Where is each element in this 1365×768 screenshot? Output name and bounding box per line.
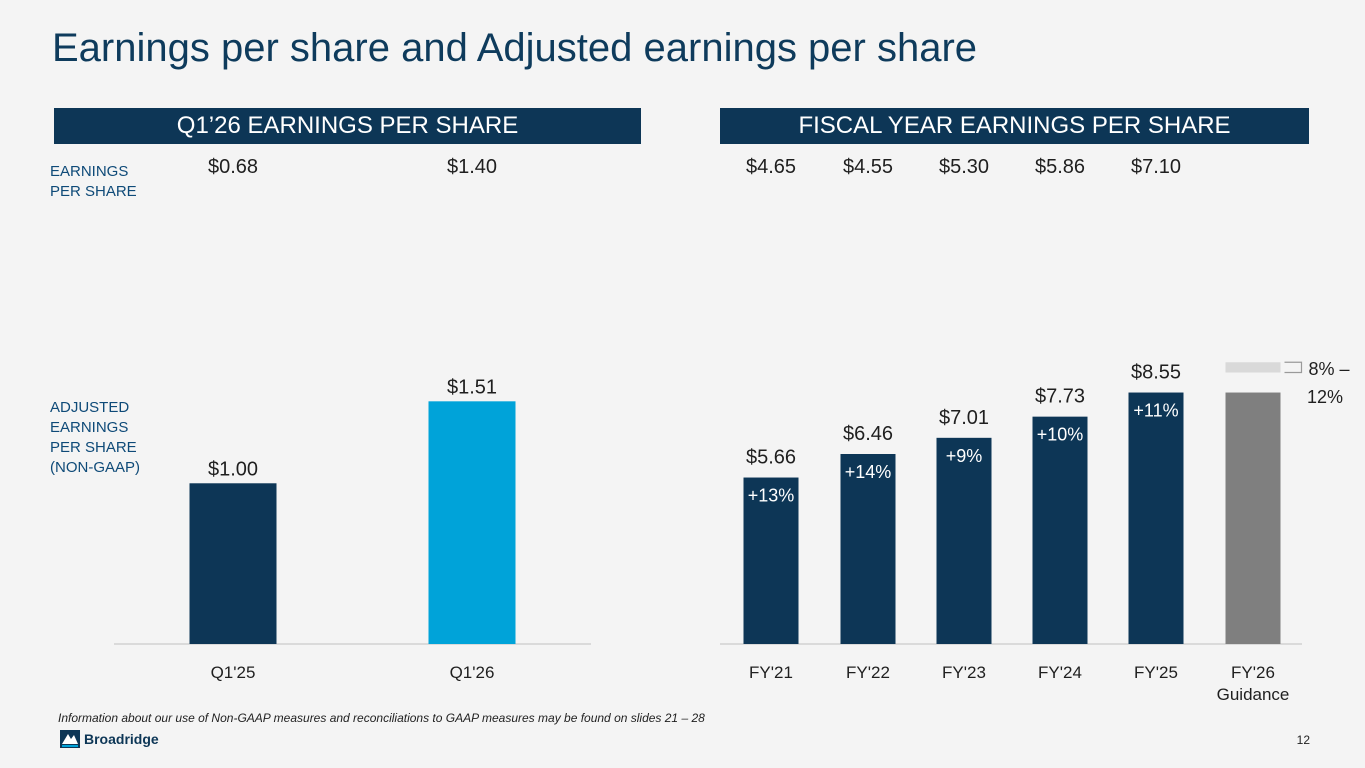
broadridge-logo-mark-icon (60, 730, 80, 748)
quarter-eps-value: $1.40 (446, 156, 498, 178)
fiscal-eps-value: $5.30 (938, 156, 990, 178)
fiscal-growth-label: +10% (1037, 425, 1084, 445)
fiscal-bar (743, 477, 799, 644)
fiscal-eps-value: $4.65 (745, 156, 797, 178)
quarter-x-tick-label: Q1'25 (211, 663, 256, 682)
fiscal-bar (936, 437, 992, 644)
fiscal-bar (1032, 416, 1088, 644)
fiscal-growth-label: +11% (1133, 401, 1178, 421)
fiscal-x-tick-label: FY'25 (1134, 663, 1178, 682)
broadridge-logo: Broadridge (60, 728, 159, 750)
fiscal-growth-label: +13% (748, 486, 795, 506)
fiscal-growth-label: +9% (946, 446, 983, 466)
fiscal-eps-value: $7.10 (1130, 156, 1182, 178)
quarter-bar-value-label: $1.51 (447, 376, 497, 398)
quarter-panel-heading: Q1’26 EARNINGS PER SHARE (54, 108, 641, 144)
fiscal-bar (1128, 392, 1184, 644)
fiscal-bar-value-label: $7.73 (1035, 386, 1085, 408)
fiscal-growth-label: +14% (845, 462, 892, 482)
guidance-range-bracket (1284, 361, 1303, 374)
fiscal-eps-value: $5.86 (1034, 156, 1086, 178)
quarter-eps-value: $0.68 (207, 156, 259, 178)
guidance-range-label: 8% – (1308, 359, 1349, 379)
fiscal-x-tick-label: FY'23 (942, 663, 986, 682)
quarter-x-tick-label: Q1'26 (450, 663, 495, 682)
quarter-bar-value-label: $1.00 (208, 458, 258, 480)
fiscal-x-tick-label: FY'24 (1038, 663, 1082, 682)
footnote: Information about our use of Non-GAAP me… (58, 711, 705, 725)
quarter-bar (428, 401, 516, 644)
slide-title: Earnings per share and Adjusted earnings… (52, 26, 978, 70)
fiscal-x-tick-label: Guidance (1217, 685, 1290, 704)
broadridge-logo-text: Broadridge (84, 731, 159, 747)
fiscal-x-tick-label: FY'21 (749, 663, 793, 682)
fiscal-bar (840, 454, 896, 644)
quarter-bar (189, 483, 277, 644)
fiscal-bar-value-label: $5.66 (746, 447, 796, 469)
eps-side-label: EARNINGS PER SHARE (50, 163, 137, 200)
fiscal-bar-value-label: $8.55 (1131, 362, 1181, 384)
fiscal-x-tick-label: FY'26 (1231, 663, 1275, 682)
adjusted-eps-side-label: ADJUSTED EARNINGS PER SHARE (NON-GAAP) (50, 399, 140, 476)
guidance-range-band (1225, 362, 1281, 373)
fiscal-x-tick-label: FY'22 (846, 663, 890, 682)
fiscal-panel-heading: FISCAL YEAR EARNINGS PER SHARE (720, 108, 1309, 144)
guidance-bar (1225, 392, 1281, 644)
fiscal-eps-value: $4.55 (842, 156, 894, 178)
guidance-range-label: 12% (1307, 387, 1343, 407)
fiscal-bar-value-label: $7.01 (939, 407, 989, 429)
page-number: 12 (1296, 733, 1310, 747)
fiscal-bar-value-label: $6.46 (843, 423, 893, 445)
